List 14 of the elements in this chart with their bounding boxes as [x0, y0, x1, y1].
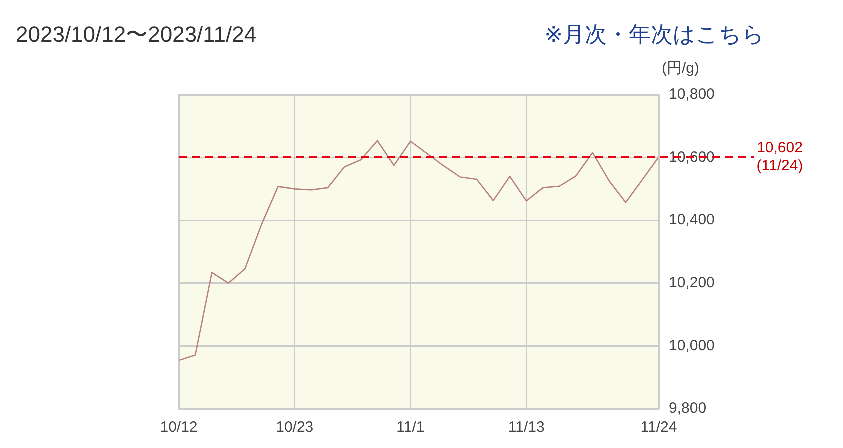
x-tick-label: 11/13	[508, 419, 545, 436]
x-tick-label: 11/1	[396, 419, 425, 436]
chart-title: 2023/10/12〜2023/11/24	[16, 21, 257, 49]
y-tick-label: 10,200	[669, 274, 715, 292]
y-axis-title: (円/g)	[662, 60, 700, 78]
x-tick-label: 10/12	[160, 419, 198, 436]
y-tick-label: 10,000	[669, 337, 715, 354]
y-tick-label: 9,800	[669, 400, 707, 418]
ref-line-label: 10,602 (11/24)	[756, 139, 804, 174]
x-tick-label: 11/24	[640, 419, 678, 436]
x-tick-label: 10/23	[276, 419, 314, 436]
y-tick-label: 10,400	[669, 212, 715, 229]
y-tick-label: 10,800	[669, 86, 715, 104]
text: ※月次・年次はこちら	[544, 21, 765, 49]
